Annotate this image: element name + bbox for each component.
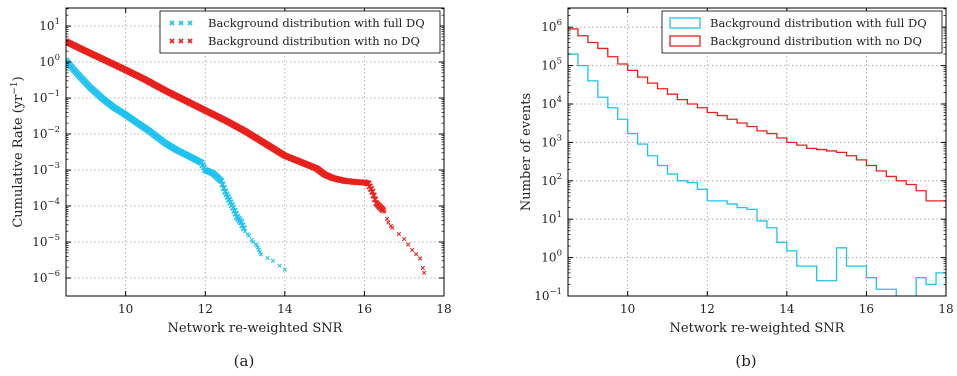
series-no-dq [66,38,427,275]
data-point [421,270,427,275]
legend: Background distribution with full DQ Back… [661,10,943,54]
panel-caption: (b) [735,352,756,370]
legend-swatch [669,17,701,29]
y-tick-exponent: 5 [557,57,562,67]
legend-marker [187,20,193,26]
histogram-no-dq [568,28,946,209]
legend-entry: Background distribution with full DQ [710,16,927,30]
plot-area [568,28,946,296]
y-tick-exponent: 1 [557,210,562,220]
data-point [257,250,263,255]
y-tick-exponent: 6 [557,18,562,28]
data-point [382,209,387,214]
legend-marker [187,38,193,44]
chart-panel-a: 10 12 14 16 1810110010−110−210−310−410−510−6… [10,7,452,370]
x-tick-label: 18 [938,302,953,316]
y-axis-label: Cumulative Rate (yr−1) [10,76,26,227]
legend-entry: Background distribution with no DQ [208,34,420,48]
y-tick-exponent: 0 [557,249,562,259]
y-tick-label: 10−5 [32,233,60,249]
y-tick-label: 101 [39,17,60,33]
x-tick-label: 10 [620,302,635,316]
x-tick-label: 18 [436,302,451,316]
legend: Background distribution with full DQ Back… [159,10,441,54]
x-tick-label: 16 [357,302,372,316]
chart-panel-b: 10 12 14 16 1810610510410310210110010−1Netwo… [519,7,954,370]
legend-marker [178,38,184,44]
data-point [265,255,270,261]
y-tick-exponent: 1 [55,17,60,27]
panel-caption: (a) [234,352,255,370]
data-point [410,247,415,253]
y-tick-exponent: 4 [557,95,562,105]
y-tick-label: 100 [39,53,60,69]
legend-swatch [669,35,701,47]
y-tick-label: 10−3 [32,161,60,177]
legend-marker [178,20,184,26]
y-tick-label: 101 [541,210,562,226]
series-full-dq [66,57,287,272]
data-point [413,252,419,257]
axes-frame [567,7,947,297]
y-tick-label: 105 [541,57,562,73]
plot-area [66,38,427,275]
data-point [420,265,425,271]
y-tick-exponent: −1 [549,287,562,297]
legend-entry: Background distribution with no DQ [710,34,922,48]
x-axis-label: Network re-weighted SNR [670,321,846,336]
data-point [402,236,407,242]
data-point [255,245,261,250]
axes-frame [65,7,445,297]
histogram-full-dq [568,53,946,296]
data-point [282,267,287,272]
y-tick-label: 10−4 [32,197,60,213]
legend-box [159,10,441,54]
y-tick-label: 106 [541,18,562,34]
y-tick-label: 10−1 [534,287,562,303]
data-point [390,225,395,230]
x-tick-label: 12 [198,302,213,316]
data-point [417,256,423,261]
y-axis-label: Number of events [519,93,534,211]
y-tick-label: 10−1 [32,89,60,105]
data-point [258,252,264,257]
x-axis-label: Network re-weighted SNR [168,321,344,336]
data-point [246,233,252,238]
y-tick-exponent: −3 [47,161,60,171]
y-tick-exponent: 0 [55,53,60,63]
legend-marker [169,20,175,26]
legend-marker [169,38,175,44]
y-tick-exponent: −6 [47,269,60,279]
data-point [384,216,390,221]
y-tick-label: 10−6 [32,269,60,285]
data-point [256,247,262,253]
y-tick-exponent: −4 [47,197,60,207]
y-tick-exponent: −2 [47,125,60,135]
y-tick-exponent: −1 [47,89,60,99]
data-point [254,243,260,248]
data-point [270,258,276,263]
x-tick-label: 14 [277,302,293,316]
y-tick-label: 104 [541,95,562,111]
y-tick-exponent: 2 [557,172,562,182]
x-tick-label: 10 [118,302,133,316]
data-point [277,263,282,268]
y-tick-label: 103 [541,133,562,149]
data-point [249,237,254,243]
y-tick-exponent: −5 [47,233,60,243]
data-point [406,242,411,247]
data-point [240,225,247,232]
y-tick-label: 102 [541,172,562,188]
data-point [396,231,402,237]
y-tick-exponent: 3 [557,133,562,143]
y-tick-label: 100 [541,249,562,265]
legend-box [661,10,943,54]
y-tick-label: 10−2 [32,125,60,141]
legend-entry: Background distribution with full DQ [208,16,425,30]
data-point [386,220,391,225]
x-tick-label: 16 [859,302,874,316]
x-tick-label: 12 [700,302,715,316]
x-tick-label: 14 [779,302,795,316]
